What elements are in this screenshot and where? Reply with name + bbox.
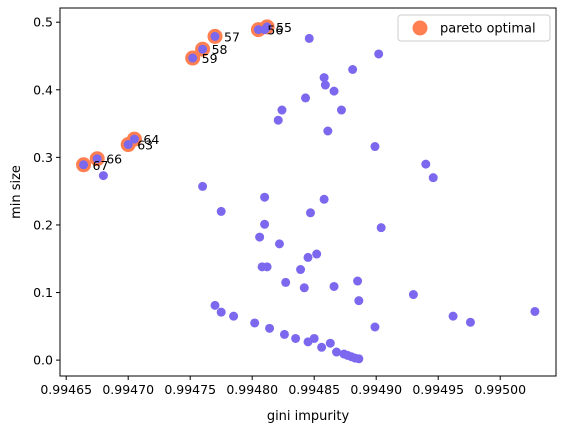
data-point (262, 22, 272, 32)
axes: 0.99465 0.99470 0.99475 0.99480 0.99485 0.994… (33, 7, 557, 397)
pareto-annotation: 67 (93, 158, 109, 173)
pareto-annotation: 55 (276, 20, 292, 35)
data-point (210, 31, 220, 41)
data-point (323, 126, 333, 136)
data-point (279, 329, 289, 339)
y-tick-label: 0.1 (33, 285, 53, 300)
data-point (329, 86, 339, 96)
plot-area (60, 8, 556, 376)
data-point (408, 290, 418, 300)
data-point (448, 311, 458, 321)
data-point (530, 306, 540, 316)
data-point (273, 115, 283, 125)
data-point (319, 73, 329, 83)
y-tick-label: 0.2 (33, 217, 53, 232)
data-point (421, 159, 431, 169)
data-point (317, 342, 327, 352)
y-tick-label: 0.0 (33, 353, 53, 368)
data-point (250, 318, 260, 328)
x-tick-label: 0.99490 (350, 382, 402, 397)
data-point (312, 249, 322, 259)
x-tick-label: 0.99470 (102, 382, 154, 397)
data-point (265, 323, 275, 333)
pareto-annotation: 66 (106, 152, 122, 167)
data-point (303, 252, 313, 262)
y-tick-label: 0.3 (33, 150, 53, 165)
data-point (274, 239, 284, 249)
x-tick-label: 0.99475 (164, 382, 216, 397)
data-point (353, 276, 363, 286)
pareto-annotation: 58 (212, 42, 228, 57)
legend-label: pareto optimal (440, 22, 536, 37)
y-tick-label: 0.5 (33, 15, 53, 30)
data-point (188, 53, 198, 63)
data-point (210, 300, 220, 310)
x-tick-label: 0.99480 (226, 382, 278, 397)
data-point (305, 208, 315, 218)
data-point (354, 354, 364, 364)
axes-frame (59, 7, 557, 377)
data-point (123, 140, 133, 150)
data-point (260, 192, 270, 202)
data-point (281, 277, 291, 287)
pareto-annotation: 59 (202, 51, 218, 66)
x-tick-label: 0.99465 (40, 382, 92, 397)
pareto-annotation: 64 (143, 132, 159, 147)
legend: pareto optimal (397, 14, 551, 42)
data-point (320, 80, 330, 90)
legend-box (397, 14, 551, 42)
data-point (348, 65, 358, 75)
data-point (465, 317, 475, 327)
y-tick-label: 0.4 (33, 82, 53, 97)
data-point (198, 181, 208, 191)
data-point (198, 44, 208, 54)
data-point (354, 296, 364, 306)
data-point (260, 219, 270, 229)
data-point (319, 194, 329, 204)
data-point (277, 105, 287, 115)
data-point (428, 173, 438, 183)
data-point (291, 333, 301, 343)
data-point (301, 93, 311, 103)
data-point (79, 160, 89, 170)
data-point (325, 338, 335, 348)
data-points (79, 22, 540, 364)
data-point (296, 265, 306, 275)
data-point (262, 262, 272, 272)
data-point (370, 142, 380, 152)
data-point (304, 33, 314, 43)
data-point (299, 283, 309, 293)
pareto-annotation: 57 (224, 29, 240, 44)
x-axis-label: gini impurity (267, 409, 350, 424)
x-tick-label: 0.99495 (412, 382, 464, 397)
data-point (253, 25, 263, 35)
y-axis-label: min size (9, 165, 24, 219)
data-point (216, 307, 226, 317)
data-point (376, 223, 386, 233)
data-point (229, 311, 239, 321)
data-point (255, 232, 265, 242)
data-point (129, 134, 139, 144)
data-point (98, 171, 108, 181)
data-point (329, 281, 339, 291)
x-tick-label: 0.99485 (288, 382, 340, 397)
data-point (332, 347, 342, 357)
pareto-annotation: 63 (137, 138, 153, 153)
data-point (374, 49, 384, 59)
x-tick-label: 0.99500 (474, 382, 526, 397)
data-point (336, 105, 346, 115)
data-point (309, 333, 319, 343)
data-point (216, 206, 226, 216)
data-point (92, 154, 102, 164)
legend-marker (412, 20, 428, 36)
plot-background (60, 8, 556, 376)
data-point (370, 322, 380, 332)
pareto-annotation: 56 (267, 23, 283, 38)
